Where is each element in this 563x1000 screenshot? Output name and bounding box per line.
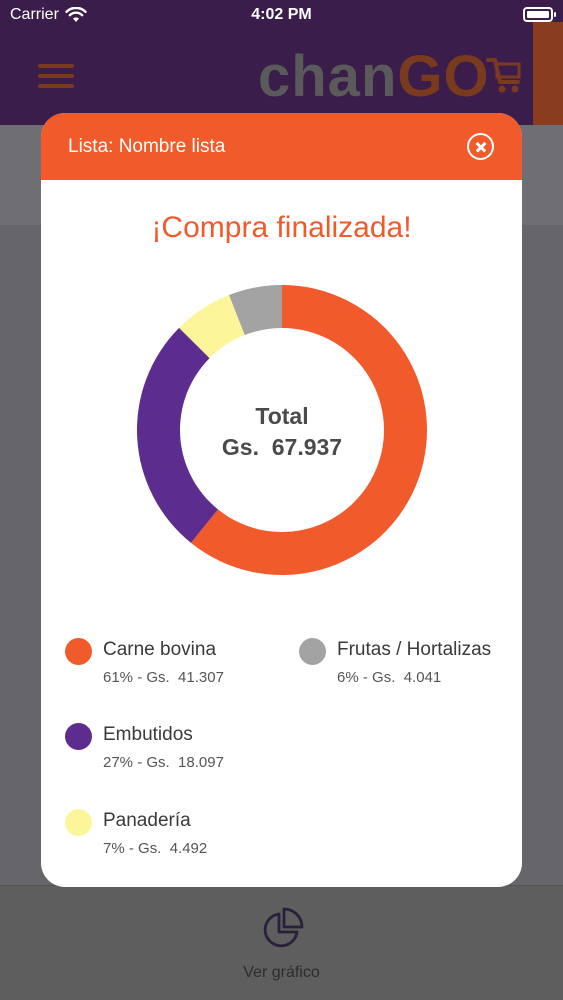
chart-total-label: Total	[255, 403, 308, 429]
donut-slice-4	[229, 285, 282, 336]
legend-category-detail: 7% - Gs. 4.492	[103, 840, 208, 857]
legend-category-detail: 6% - Gs. 4.041	[337, 669, 442, 686]
carrier-label: Carrier	[10, 6, 59, 23]
brand-logo: chan GO	[258, 44, 524, 109]
legend-category-name: Carne bovina	[103, 639, 217, 660]
legend-color-dot	[65, 723, 92, 750]
pie-chart-icon	[263, 907, 303, 948]
legend-category-name: Frutas / Hortalizas	[337, 639, 492, 660]
legend-color-dot	[65, 809, 92, 836]
donut-slice-3	[179, 295, 245, 359]
modal-title: Lista: Nombre lista	[68, 135, 226, 157]
legend-color-dot	[299, 638, 326, 665]
legend-category-detail: 61% - Gs. 41.307	[103, 669, 224, 686]
close-icon[interactable]	[467, 133, 494, 160]
legend-amount: Gs. 4.492	[138, 840, 208, 857]
app-header: Carrier 4:02 PM chan GO	[0, 0, 563, 125]
brand-text-secondary: GO	[397, 43, 490, 109]
expense-donut-chart: Total Gs. 67.937	[137, 285, 427, 575]
view-chart-label: Ver gráfico	[243, 964, 320, 981]
purchase-complete-heading: ¡Compra finalizada!	[151, 211, 412, 244]
modal-header: Lista: Nombre lista	[41, 113, 522, 180]
legend-amount: Gs. 4.041	[372, 669, 442, 686]
purchase-complete-modal: Lista: Nombre lista ¡Compra finalizada! …	[41, 113, 522, 887]
legend-color-dot	[65, 638, 92, 665]
view-chart-tab[interactable]: Ver gráfico	[0, 906, 563, 982]
legend-category-name: Embutidos	[103, 724, 193, 745]
bottom-tab-bar: Ver gráfico	[0, 885, 563, 1000]
legend-category-detail: 27% - Gs. 18.097	[103, 754, 224, 771]
shopping-cart-icon	[485, 58, 521, 93]
header-accent-strip	[533, 22, 563, 125]
legend-category-name: Panadería	[103, 810, 191, 831]
legend-percent: 27%	[103, 754, 134, 771]
status-carrier: Carrier	[10, 6, 87, 24]
donut-slice-1	[190, 285, 427, 575]
chart-total-value: Gs. 67.937	[222, 434, 342, 460]
menu-icon[interactable]	[38, 64, 74, 88]
wifi-icon	[65, 7, 87, 22]
donut-slice-2	[137, 327, 218, 543]
legend-amount: Gs. 18.097	[146, 754, 224, 771]
status-time: 4:02 PM	[251, 6, 312, 23]
legend-amount: Gs. 41.307	[146, 669, 224, 686]
legend-percent: 61%	[103, 669, 134, 686]
status-bar: Carrier 4:02 PM	[0, 0, 563, 30]
legend-percent: 7%	[103, 840, 125, 857]
battery-icon	[523, 7, 556, 22]
legend-percent: 6%	[337, 669, 359, 686]
brand-text-primary: chan	[258, 43, 398, 109]
